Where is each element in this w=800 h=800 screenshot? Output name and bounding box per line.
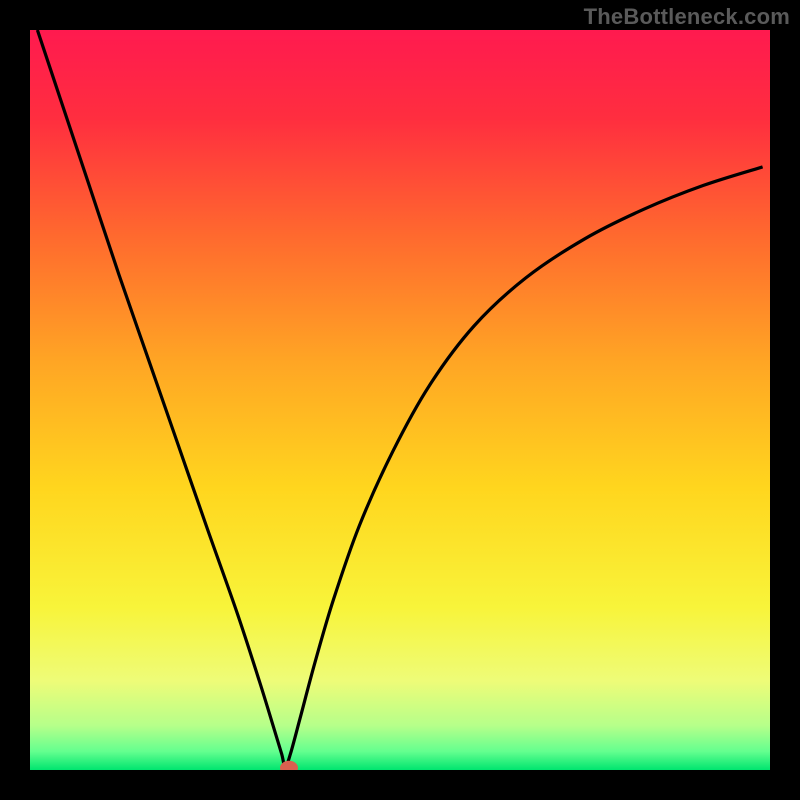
watermark-text: TheBottleneck.com	[584, 4, 790, 30]
minimum-marker	[280, 761, 298, 775]
plot-background	[30, 30, 770, 770]
bottleneck-chart	[0, 0, 800, 800]
chart-frame: { "watermark": { "text": "TheBottleneck.…	[0, 0, 800, 800]
